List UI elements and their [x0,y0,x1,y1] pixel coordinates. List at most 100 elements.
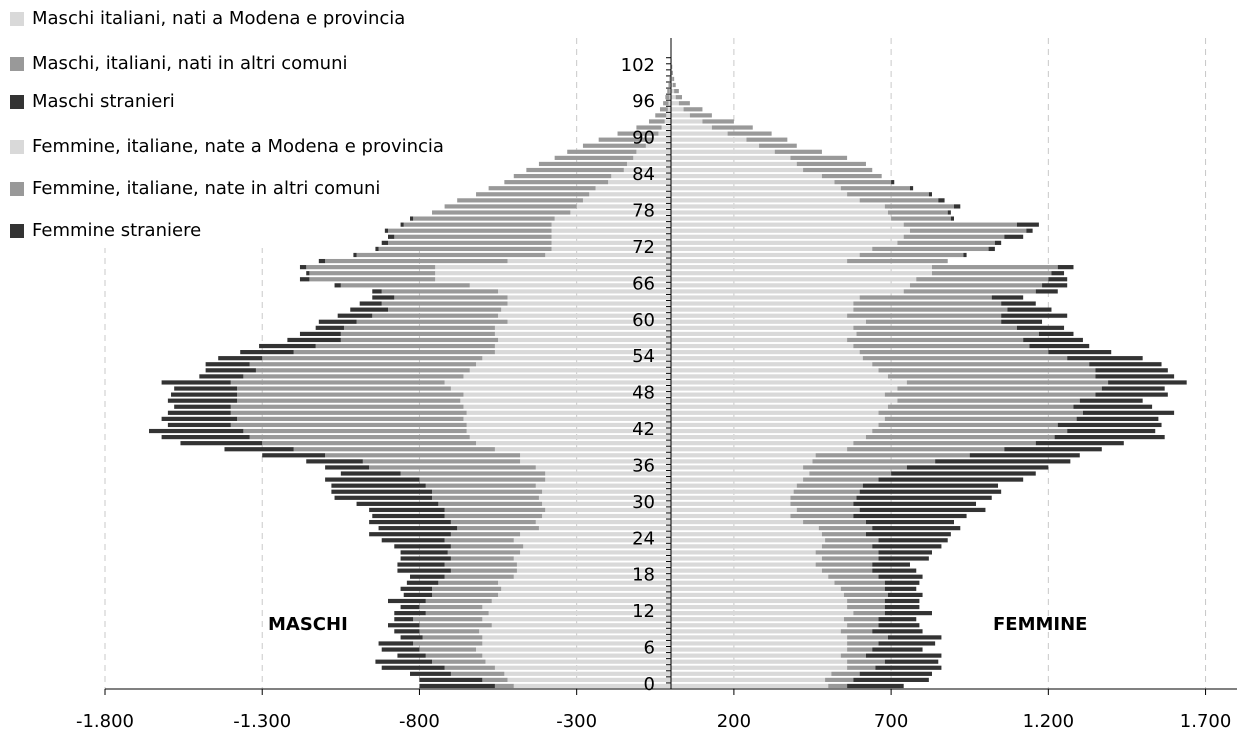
bar-segment [419,677,483,682]
bar-segment [419,683,495,689]
bar-segment [450,519,536,525]
bar-segment [299,265,307,270]
bar-segment [796,161,866,167]
bar-segment [331,489,433,494]
bar-segment [790,513,854,519]
bar-segment [1089,362,1162,367]
bar-segment [671,598,848,604]
x-tick-label: 200 [717,711,751,732]
bar-segment [821,556,879,561]
bar-segment [991,295,1024,300]
bar-segment [498,337,671,343]
bar-segment [847,447,1005,452]
bar-segment [501,586,671,591]
bar-segment [793,489,860,494]
bar-segment [161,434,250,440]
bar-segment [488,611,671,616]
bar-segment [582,198,671,203]
bar-segment [406,580,439,585]
bar-segment [671,647,848,652]
bar-segment [671,216,892,221]
bar-segment [872,647,923,652]
bar-segment [671,204,885,209]
bar-segment [815,562,873,567]
bar-segment [790,495,857,500]
bar-segment [1004,234,1024,239]
bar-segment [853,441,1036,446]
bar-segment [671,337,848,343]
bar-segment [482,356,671,361]
bar-segment [774,149,822,154]
bar-segment [1001,319,1043,324]
bar-segment [623,167,671,173]
bar-segment [494,350,671,355]
bar-segment [671,386,898,391]
bar-segment [1095,374,1175,379]
bar-segment [671,101,679,106]
bar-segment [790,155,848,160]
legend-label: Femmine, italiane, nate a Modena e provi… [32,136,444,157]
bar-segment [878,538,948,543]
bar-segment [425,598,492,604]
bar-segment [672,76,675,82]
bar-segment [988,246,995,252]
x-tick-label: 1.200 [1023,711,1075,732]
bar-segment [523,544,671,549]
bar-segment [1007,307,1052,312]
bar-segment [671,295,860,300]
bar-segment [432,586,502,591]
bar-segment [865,434,1055,440]
bar-segment [287,337,341,343]
bar-segment [671,641,848,646]
bar-segment [255,368,470,373]
bar-segment [435,277,671,282]
bar-segment [535,519,671,525]
bar-segment [350,307,388,312]
bar-segment [372,289,382,294]
bar-segment [180,441,263,446]
bar-segment [884,586,917,591]
bar-segment [306,265,436,270]
bar-segment [450,544,524,549]
bar-segment [671,222,904,227]
bar-segment [450,556,514,561]
bar-segment [878,368,1096,373]
bar-segment [671,143,760,148]
bar-segment [671,125,712,130]
bar-segment [507,677,671,682]
bar-segment [325,465,370,470]
bar-segment [671,465,804,470]
bar-segment [526,167,624,173]
bar-segment [535,465,671,470]
bar-segment [494,325,671,330]
y-tick-label: 12 [632,601,655,622]
bar-segment [538,161,627,167]
bar-segment [897,398,1080,403]
bar-segment [671,70,673,75]
bar-segment [388,234,395,239]
bar-segment [243,428,467,434]
bar-segment [859,350,1049,355]
bar-segment [611,173,671,179]
bar-segment [491,623,671,628]
bar-segment [746,137,788,142]
bar-segment [309,271,436,276]
bar-segment [240,350,294,355]
bar-segment [669,95,671,100]
bar-segment [167,422,231,428]
bar-segment [671,95,676,100]
bar-segment [671,447,848,452]
bar-segment [224,447,294,452]
bar-segment [1108,380,1187,385]
bar-segment [293,447,495,452]
bar-segment [847,313,1002,318]
bar-segment [671,623,848,628]
bar-segment [671,319,866,324]
bar-segment [840,653,866,658]
bar-segment [671,283,910,288]
bar-segment [671,586,841,591]
legend-swatch [10,140,24,154]
bar-segment [199,374,244,379]
bar-segment [444,538,514,543]
bar-segment [994,240,1002,245]
